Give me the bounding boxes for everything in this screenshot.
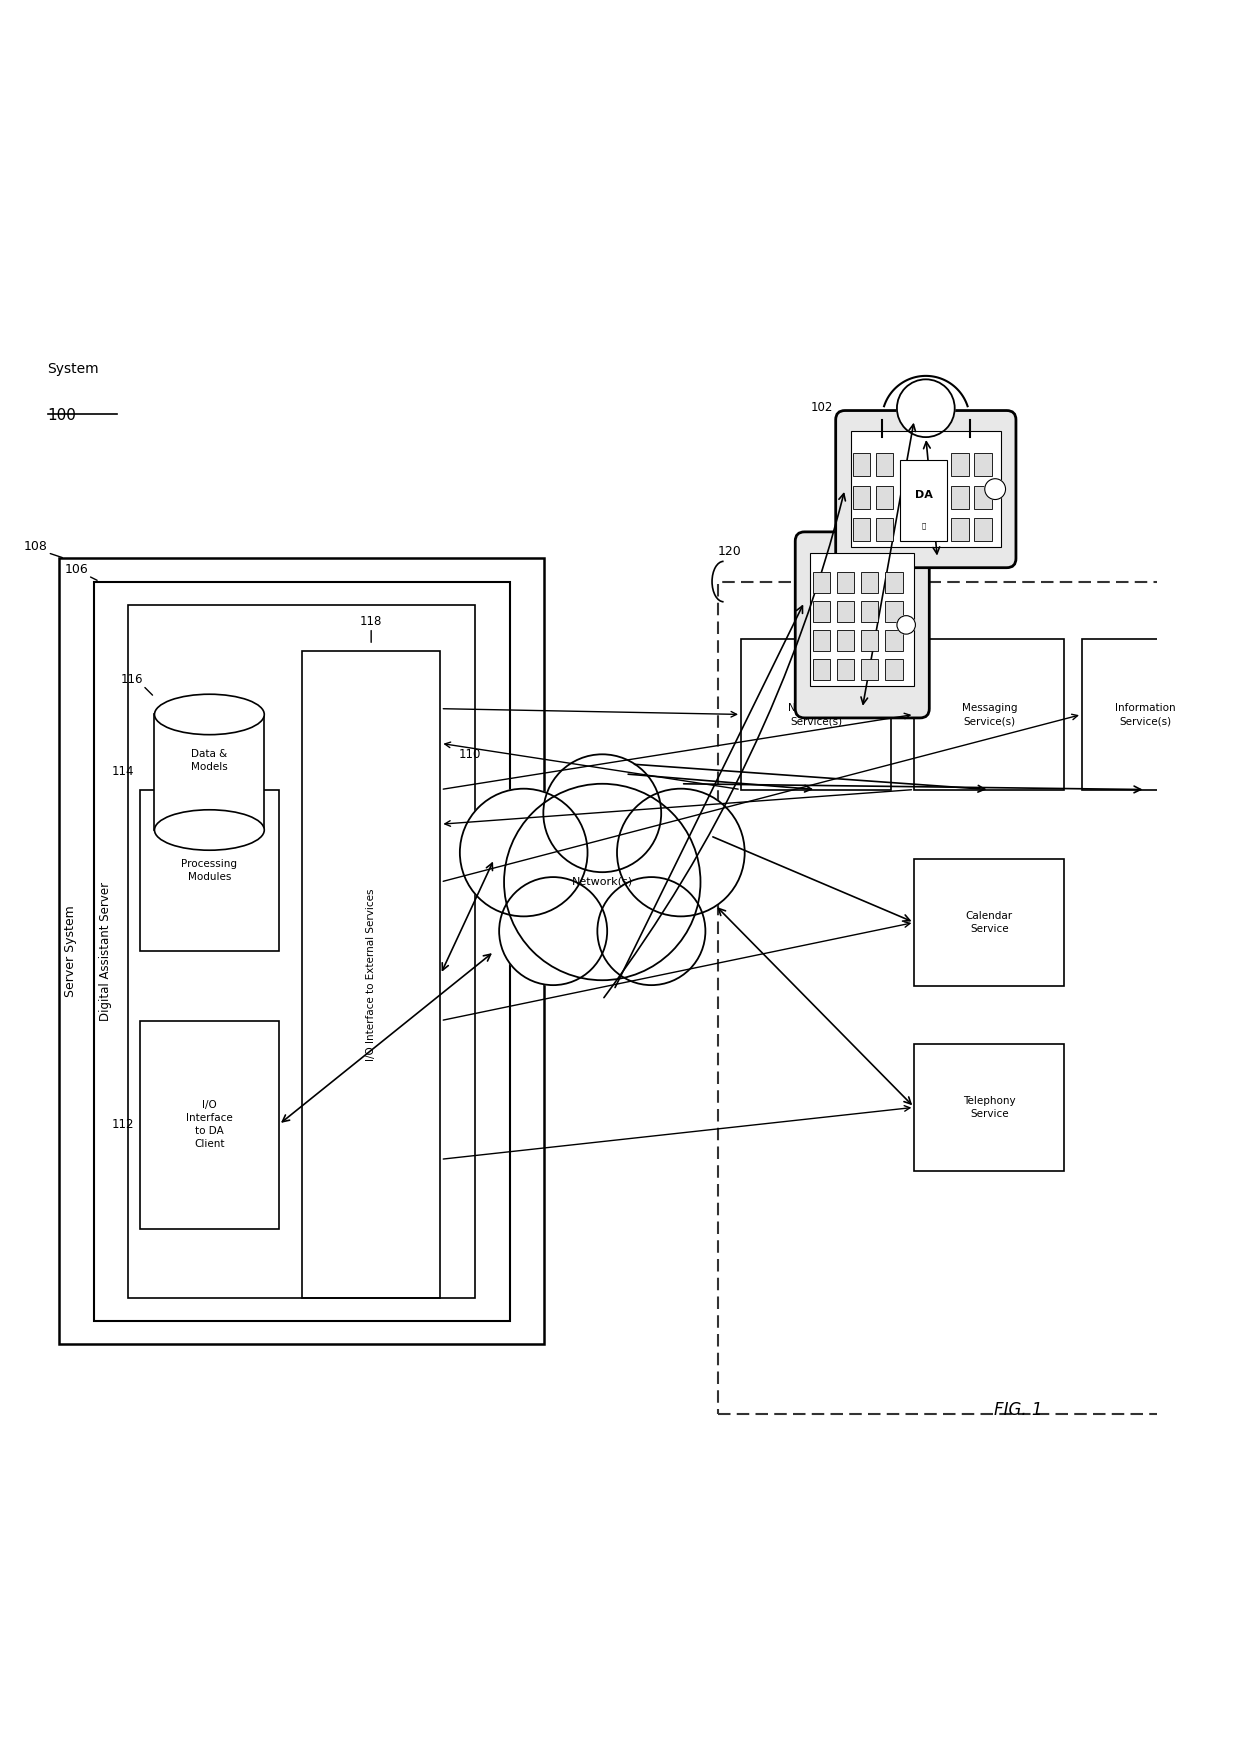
Text: 102: 102 (811, 400, 833, 415)
Circle shape (500, 877, 608, 984)
FancyBboxPatch shape (951, 453, 968, 476)
Text: DA: DA (915, 490, 932, 499)
FancyBboxPatch shape (851, 432, 1001, 547)
FancyBboxPatch shape (900, 460, 946, 542)
Text: Calendar
Service: Calendar Service (966, 910, 1013, 935)
FancyBboxPatch shape (853, 485, 870, 508)
FancyBboxPatch shape (810, 552, 914, 686)
Text: 120: 120 (718, 545, 742, 559)
Circle shape (543, 755, 661, 871)
Circle shape (985, 478, 1006, 499)
Text: Messaging
Service(s): Messaging Service(s) (962, 702, 1017, 727)
Circle shape (897, 616, 915, 633)
Circle shape (618, 789, 745, 916)
FancyBboxPatch shape (951, 485, 968, 508)
Text: 🎤: 🎤 (921, 522, 925, 529)
Text: 104: 104 (800, 570, 822, 584)
FancyBboxPatch shape (885, 602, 903, 623)
FancyBboxPatch shape (975, 485, 992, 508)
Text: 100: 100 (47, 407, 77, 423)
Text: Processing
Modules: Processing Modules (181, 859, 237, 882)
FancyBboxPatch shape (877, 453, 894, 476)
Circle shape (503, 783, 701, 981)
FancyBboxPatch shape (861, 602, 878, 623)
Text: Information
Service(s): Information Service(s) (1115, 702, 1176, 727)
Circle shape (897, 379, 955, 437)
FancyBboxPatch shape (812, 572, 830, 593)
FancyBboxPatch shape (885, 572, 903, 593)
Text: 116: 116 (120, 672, 143, 686)
Text: Server System: Server System (64, 905, 77, 997)
Text: Network(s): Network(s) (572, 877, 632, 887)
Text: System: System (47, 362, 99, 376)
FancyBboxPatch shape (951, 519, 968, 542)
Text: 112: 112 (112, 1118, 134, 1131)
Circle shape (598, 877, 706, 984)
FancyBboxPatch shape (877, 485, 894, 508)
FancyBboxPatch shape (837, 602, 854, 623)
FancyBboxPatch shape (861, 630, 878, 651)
FancyBboxPatch shape (861, 660, 878, 679)
FancyBboxPatch shape (812, 630, 830, 651)
FancyBboxPatch shape (795, 533, 929, 718)
Text: I/O
Interface
to DA
Client: I/O Interface to DA Client (186, 1101, 233, 1150)
FancyBboxPatch shape (155, 714, 264, 831)
FancyBboxPatch shape (836, 411, 1016, 568)
Text: 110: 110 (459, 748, 481, 760)
Text: I/O Interface to External Services: I/O Interface to External Services (366, 889, 376, 1060)
FancyBboxPatch shape (812, 660, 830, 679)
Text: Data &
Models: Data & Models (191, 750, 228, 773)
FancyBboxPatch shape (812, 602, 830, 623)
Text: 106: 106 (64, 563, 88, 575)
FancyBboxPatch shape (975, 519, 992, 542)
Text: FIG. 1: FIG. 1 (994, 1401, 1043, 1420)
Text: 108: 108 (24, 540, 47, 552)
FancyBboxPatch shape (853, 453, 870, 476)
FancyBboxPatch shape (837, 572, 854, 593)
Ellipse shape (155, 695, 264, 734)
Text: 122: 122 (851, 517, 873, 529)
FancyBboxPatch shape (877, 519, 894, 542)
FancyBboxPatch shape (861, 572, 878, 593)
FancyBboxPatch shape (885, 630, 903, 651)
FancyBboxPatch shape (975, 453, 992, 476)
FancyBboxPatch shape (885, 660, 903, 679)
Text: 118: 118 (360, 616, 382, 628)
FancyBboxPatch shape (837, 630, 854, 651)
Text: Telephony
Service: Telephony Service (963, 1095, 1016, 1118)
Text: Digital Assistant Server: Digital Assistant Server (99, 882, 112, 1021)
Ellipse shape (155, 810, 264, 850)
FancyBboxPatch shape (853, 519, 870, 542)
Text: Navigation
Service(s): Navigation Service(s) (787, 702, 844, 727)
Circle shape (460, 789, 588, 916)
FancyBboxPatch shape (837, 660, 854, 679)
Text: 114: 114 (112, 766, 134, 778)
